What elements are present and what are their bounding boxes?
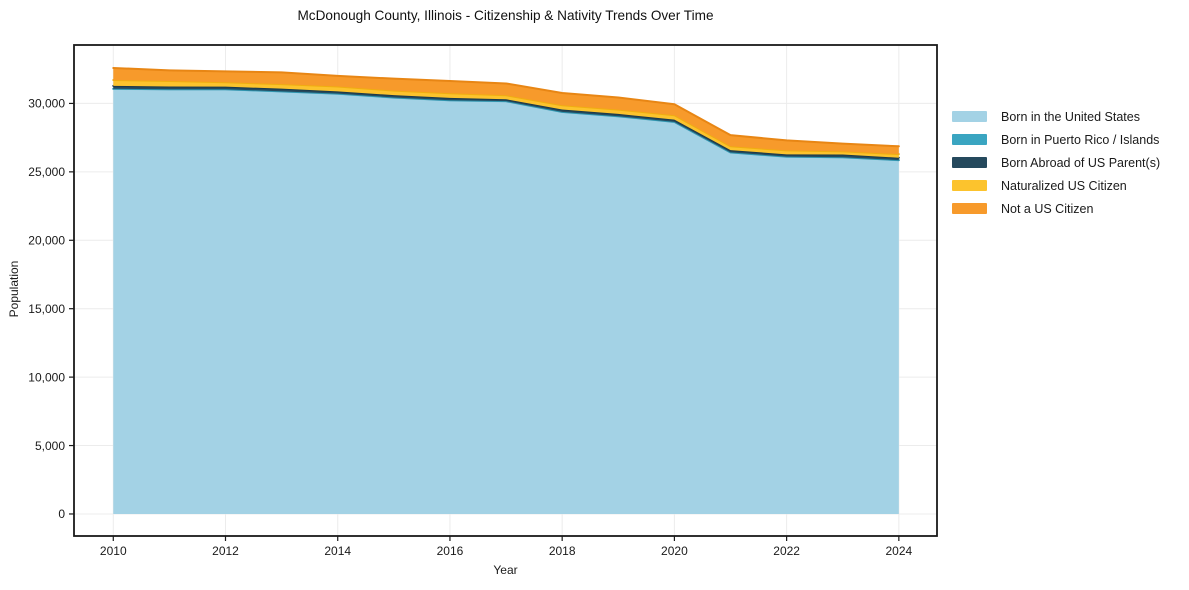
area-not-a-us-citizen bbox=[113, 67, 899, 155]
y-tick-label: 15,000 bbox=[28, 302, 65, 316]
plot-border bbox=[73, 44, 938, 537]
edge-not-a-us-citizen bbox=[112, 66, 900, 148]
legend-swatch bbox=[952, 111, 987, 122]
x-tick-label: 2018 bbox=[549, 544, 576, 558]
legend: Born in the United States Born in Puerto … bbox=[952, 105, 1160, 220]
x-tick-label: 2022 bbox=[773, 544, 800, 558]
legend-item-born-in-puerto-rico-islands: Born in Puerto Rico / Islands bbox=[952, 128, 1160, 151]
legend-item-born-in-the-united-states: Born in the United States bbox=[952, 105, 1160, 128]
x-tick-label: 2014 bbox=[324, 544, 351, 558]
x-tick-label: 2016 bbox=[437, 544, 464, 558]
legend-item-not-a-us-citizen: Not a US Citizen bbox=[952, 197, 1160, 220]
y-tick-label: 0 bbox=[58, 507, 65, 521]
legend-label: Naturalized US Citizen bbox=[1001, 178, 1127, 193]
legend-swatch bbox=[952, 157, 987, 168]
x-axis-title: Year bbox=[493, 563, 518, 577]
legend-item-born-abroad-of-us-parent-s: Born Abroad of US Parent(s) bbox=[952, 151, 1160, 174]
legend-item-naturalized-us-citizen: Naturalized US Citizen bbox=[952, 174, 1160, 197]
y-tick-label: 5,000 bbox=[35, 439, 65, 453]
x-tick-label: 2024 bbox=[885, 544, 912, 558]
legend-label: Born in the United States bbox=[1001, 109, 1140, 124]
x-tick-label: 2010 bbox=[100, 544, 127, 558]
legend-swatch bbox=[952, 203, 987, 214]
chart-title: McDonough County, Illinois - Citizenship… bbox=[297, 8, 714, 23]
area-born-abroad-of-us-parent-s bbox=[113, 85, 899, 161]
legend-label: Born in Puerto Rico / Islands bbox=[1001, 132, 1160, 147]
legend-label: Born Abroad of US Parent(s) bbox=[1001, 155, 1161, 170]
y-tick-label: 10,000 bbox=[28, 370, 65, 384]
legend-swatch bbox=[952, 134, 987, 145]
x-tick-label: 2012 bbox=[212, 544, 239, 558]
x-tick-label: 2020 bbox=[661, 544, 688, 558]
legend-swatch bbox=[952, 180, 987, 191]
legend-label: Not a US Citizen bbox=[1001, 201, 1094, 216]
y-tick-label: 30,000 bbox=[28, 97, 65, 111]
y-tick-label: 25,000 bbox=[28, 165, 65, 179]
area-born-in-the-united-states bbox=[113, 88, 899, 514]
y-tick-label: 20,000 bbox=[28, 233, 65, 247]
y-axis-title: Population bbox=[7, 260, 21, 318]
